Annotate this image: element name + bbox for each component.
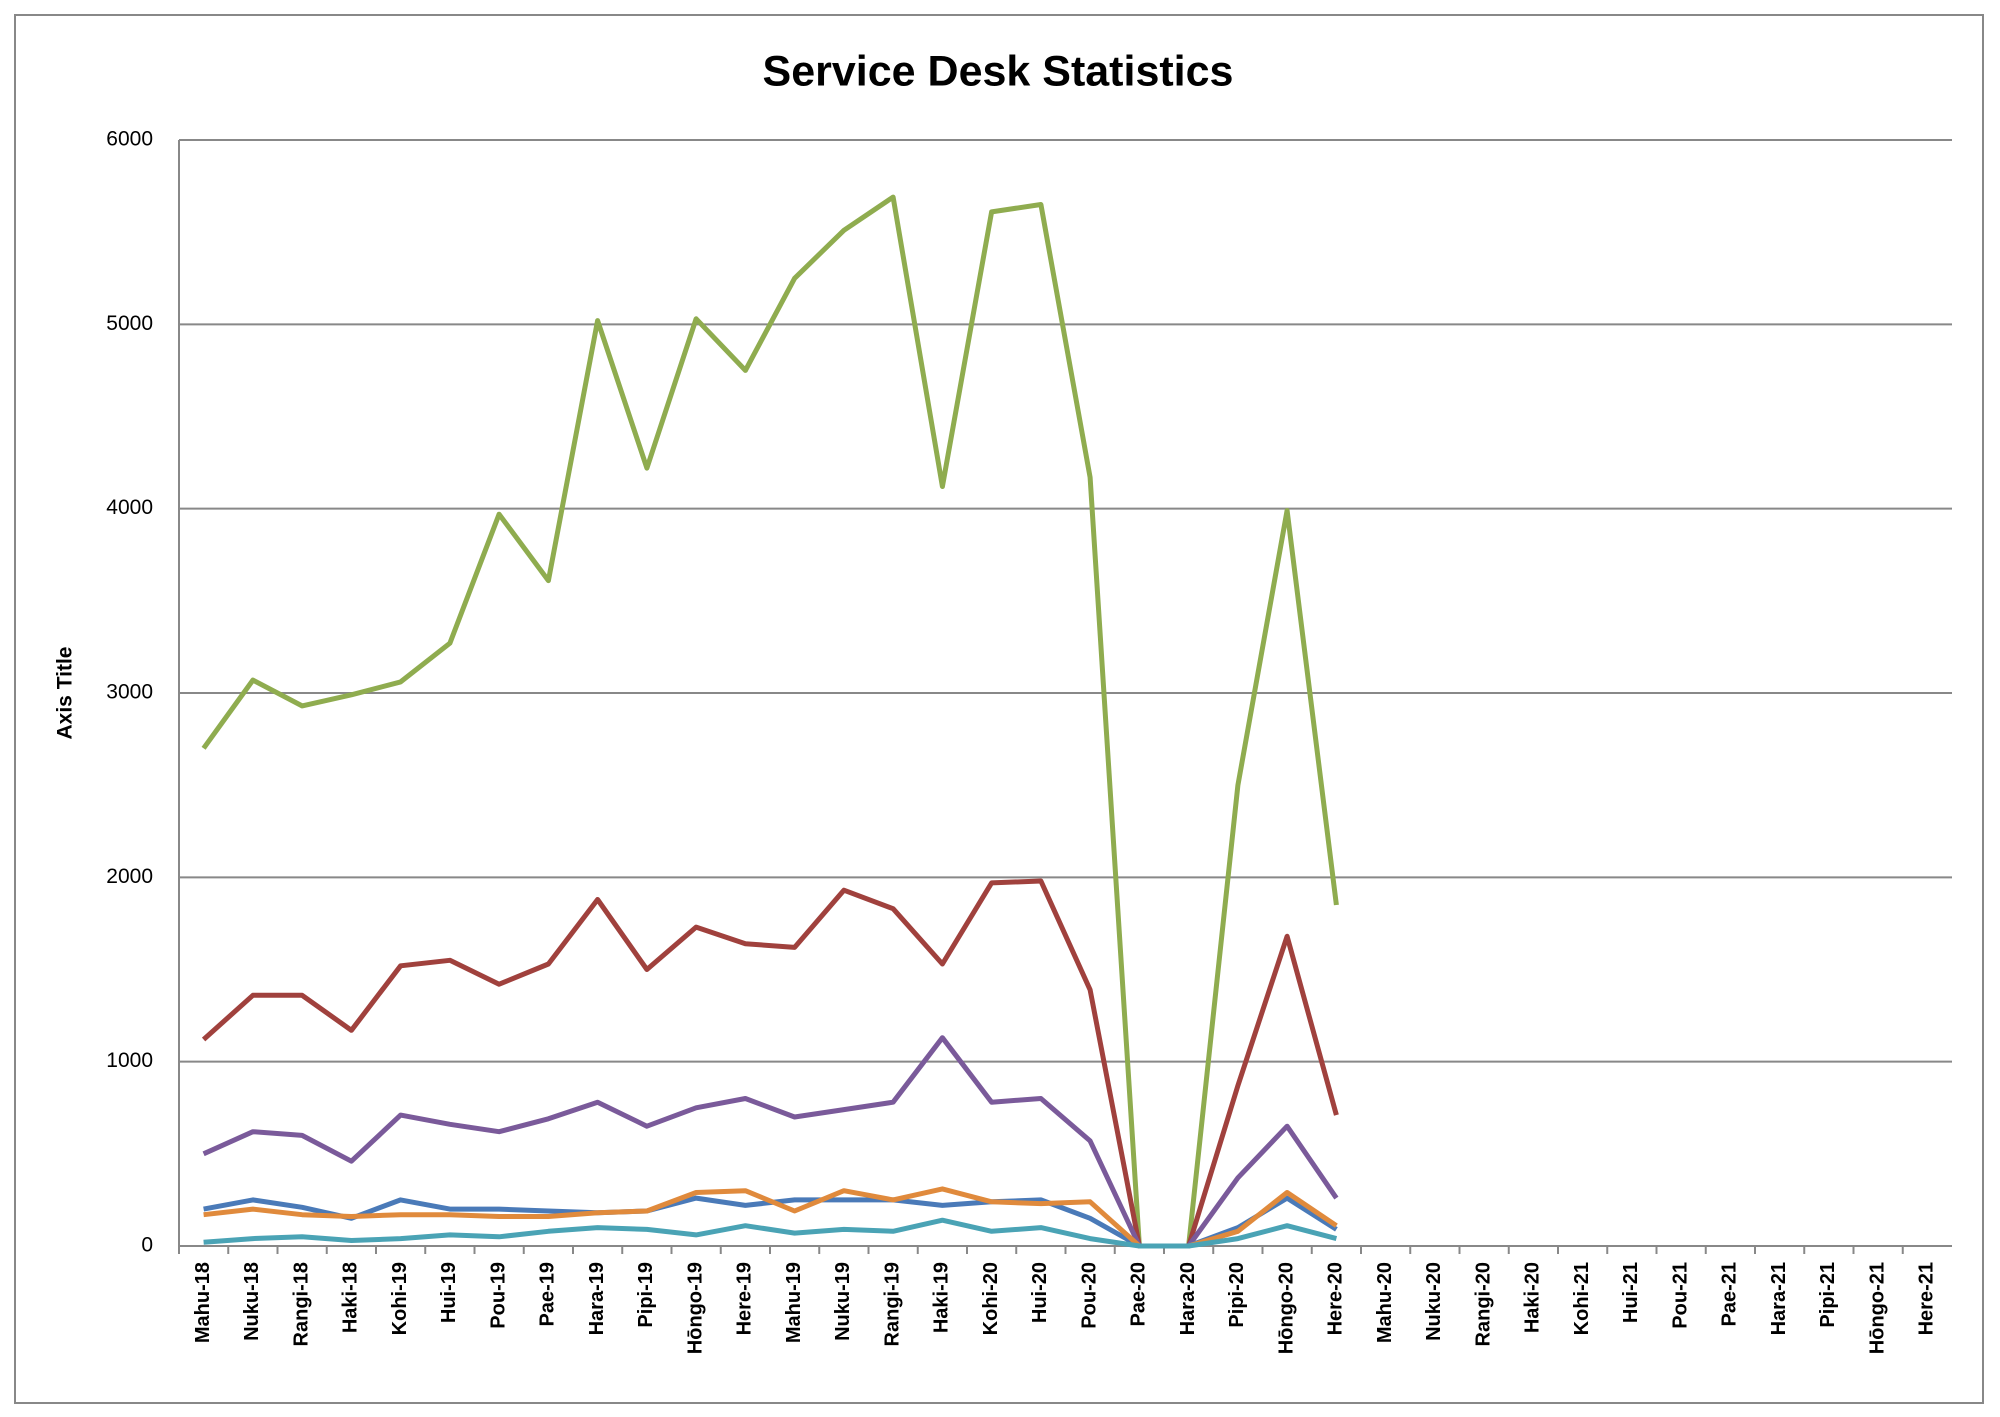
series-line (203, 1217, 1338, 1249)
x-tick-label: Hōngo-21 (1866, 1262, 1888, 1354)
x-tick-label: Rangi-18 (290, 1262, 312, 1346)
x-tick-label: Hui-19 (438, 1262, 460, 1323)
x-tick-label: Hui-21 (1620, 1262, 1642, 1323)
x-tick-label: Nuku-19 (832, 1262, 854, 1341)
y-tick-label: 6000 (106, 128, 153, 151)
x-tick-label: Hōngo-20 (1275, 1262, 1297, 1354)
x-tick-label: Haki-20 (1522, 1262, 1544, 1333)
x-tick-label: Pou-21 (1669, 1262, 1691, 1329)
y-tick-label: 2000 (106, 865, 153, 888)
x-tick-label: Pae-21 (1719, 1262, 1741, 1327)
x-tick-label: Pou-20 (1078, 1262, 1100, 1329)
x-tick-label: Mahu-18 (192, 1262, 214, 1343)
x-tick-label: Pou-19 (487, 1262, 509, 1329)
x-tick-label: Here-19 (734, 1262, 756, 1335)
y-tick-label: 1000 (106, 1049, 153, 1072)
x-tick-label: Hara-21 (1768, 1262, 1790, 1335)
chart-border (14, 14, 1984, 1404)
x-tick-label: Pipi-21 (1817, 1262, 1839, 1328)
y-tick-label: 5000 (106, 312, 153, 335)
x-tick-label: Here-21 (1916, 1262, 1938, 1335)
x-tick-label: Rangi-20 (1472, 1262, 1494, 1346)
x-tick-label: Kohi-20 (980, 1262, 1002, 1335)
x-tick-label: Nuku-20 (1423, 1262, 1445, 1341)
x-tick-label: Haki-18 (340, 1262, 362, 1333)
x-tick-label: Pae-20 (1128, 1262, 1150, 1327)
x-tick-label: Pae-19 (537, 1262, 559, 1327)
x-tick-label: Nuku-18 (241, 1262, 263, 1341)
x-tick-label: Mahu-20 (1374, 1262, 1396, 1343)
x-tick-label: Kohi-19 (389, 1262, 411, 1335)
y-tick-label: 4000 (106, 496, 153, 519)
x-tick-label: Hui-20 (1029, 1262, 1051, 1323)
x-tick-label: Haki-19 (931, 1262, 953, 1333)
x-tick-label: Kohi-21 (1571, 1262, 1593, 1335)
x-tick-label: Hara-19 (586, 1262, 608, 1335)
x-tick-label: Pipi-20 (1226, 1262, 1248, 1328)
x-tick-label: Mahu-19 (783, 1262, 805, 1343)
chart-title: Service Desk Statistics (763, 47, 1234, 95)
y-tick-label: 3000 (106, 681, 153, 704)
x-tick-label: Pipi-19 (635, 1262, 657, 1328)
x-tick-label: Rangi-19 (881, 1262, 903, 1346)
y-axis-title: Axis Title (54, 647, 77, 740)
y-tick-label: 0 (141, 1234, 153, 1257)
x-tick-label: Hōngo-19 (684, 1262, 706, 1354)
x-tick-label: Hara-20 (1177, 1262, 1199, 1335)
x-tick-label: Here-20 (1325, 1262, 1347, 1335)
